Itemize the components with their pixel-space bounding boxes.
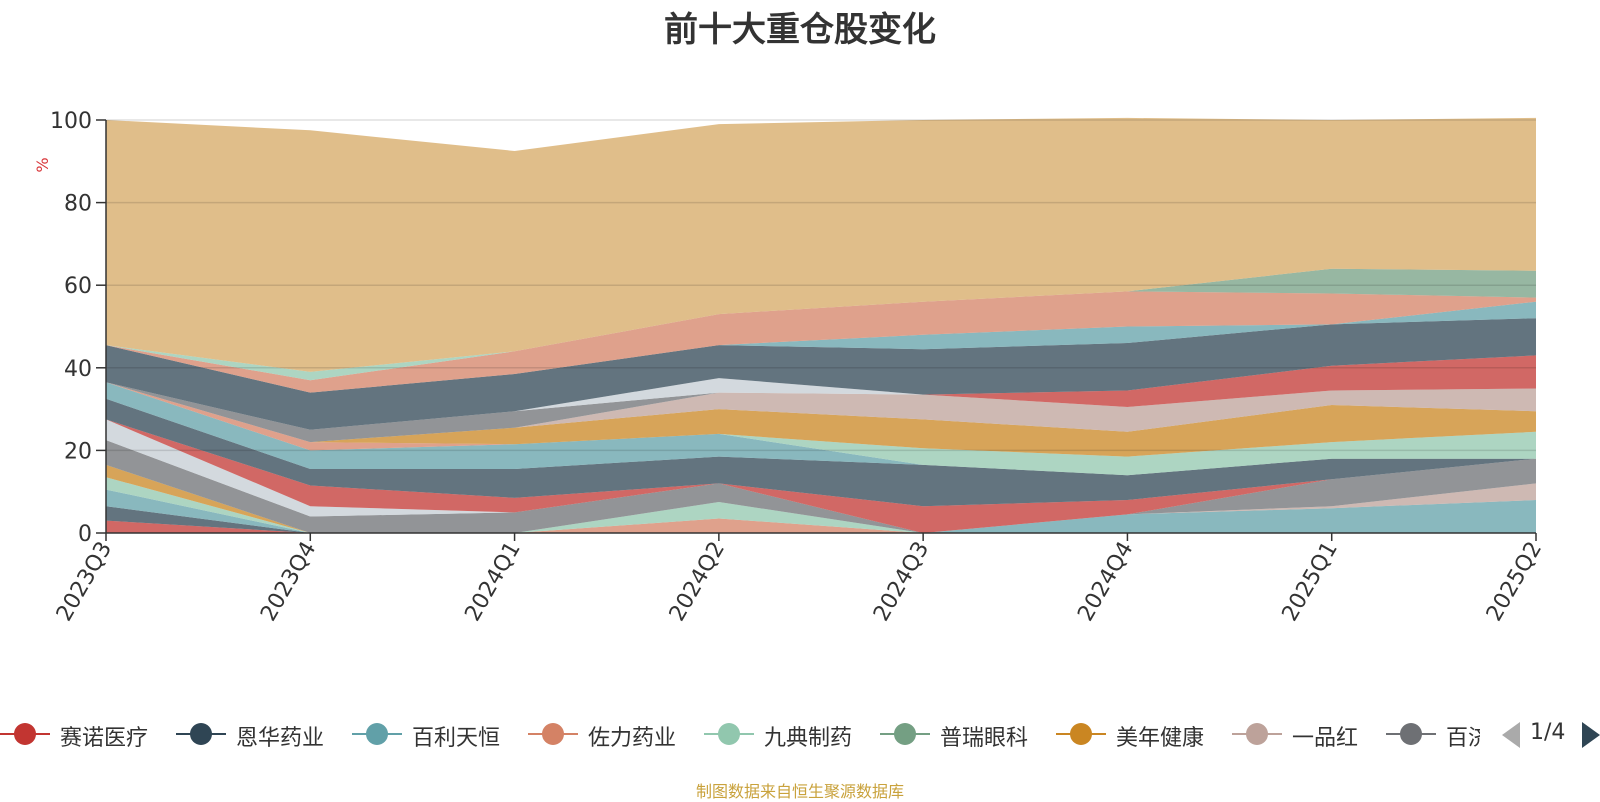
legend-label-3: 佐力药业	[588, 726, 677, 751]
x-tick-label-0: 2023Q3	[52, 538, 117, 626]
legend-label-0: 赛诺医疗	[60, 726, 149, 751]
legend-next-button[interactable]	[1582, 722, 1600, 748]
area-series-16[interactable]	[106, 382, 1536, 457]
legend-label-1: 恩华药业	[236, 726, 325, 751]
area-series-23[interactable]	[106, 291, 1536, 393]
x-tick-label-6: 2025Q1	[1278, 538, 1343, 626]
chart-title: 前十大重仓股变化	[664, 10, 936, 50]
y-tick-label-0: 0	[78, 522, 92, 547]
area-series-19[interactable]	[106, 378, 1536, 430]
area-series-25[interactable]	[106, 268, 1536, 372]
x-tick-label-4: 2024Q3	[869, 538, 934, 626]
legend-label-4: 九典制药	[764, 726, 853, 751]
chart-area: 0 20 40 60 80 100 2023Q3 2023Q4 2024Q1 2024Q2 2024…	[33, 109, 1547, 626]
x-tick-label-3: 2024Q2	[665, 538, 730, 626]
area-series-2[interactable]	[106, 489, 1536, 533]
area-series-0[interactable]	[106, 520, 1536, 533]
area-series-11[interactable]	[106, 419, 1536, 533]
legend-label-5: 普瑞眼科	[940, 726, 1029, 751]
grid-lines	[106, 119, 1536, 452]
legend-marker-4	[718, 723, 740, 745]
legend-marker-8	[1400, 723, 1422, 745]
y-tick-label-40: 40	[64, 357, 92, 382]
area-series-13[interactable]	[106, 382, 1536, 476]
legend-marker-6	[1070, 723, 1092, 745]
y-axis-label: %	[33, 157, 52, 172]
legend-pager: 1/4	[1500, 714, 1600, 754]
legend-marker-2	[366, 723, 388, 745]
area-series-17[interactable]	[106, 382, 1536, 443]
area-series-12[interactable]	[106, 398, 1536, 507]
legend-page-label: 1/4	[1530, 720, 1566, 745]
y-tick-label-100: 100	[50, 109, 92, 134]
area-series-4[interactable]	[106, 477, 1536, 533]
x-tick-label-2: 2024Q1	[460, 538, 525, 626]
x-tick-label-1: 2023Q4	[256, 538, 321, 626]
area-series-24[interactable]	[106, 291, 1536, 381]
legend: 赛诺医疗 恩华药业 百利天恒 佐力药业 九典制药 普瑞眼科 美年健康 一品红 百济神州	[0, 714, 1480, 754]
source-note: 制图数据来自恒生聚源数据库	[695, 782, 904, 801]
x-tick-label-7: 2025Q2	[1482, 538, 1547, 626]
y-tick-label-20: 20	[64, 439, 92, 464]
legend-label-2: 百利天恒	[412, 726, 501, 751]
y-tick-label-60: 60	[64, 274, 92, 299]
x-tick-label-5: 2024Q4	[1073, 538, 1138, 626]
y-tick-label-80: 80	[64, 192, 92, 217]
area-series-26[interactable]	[106, 117, 1536, 372]
legend-prev-button[interactable]	[1502, 722, 1520, 748]
legend-marker-1	[190, 723, 212, 745]
area-series-20[interactable]	[106, 355, 1536, 430]
legend-label-6: 美年健康	[1116, 726, 1205, 751]
legend-label-8: 百济神州	[1446, 726, 1480, 751]
area-series-8[interactable]	[106, 440, 1536, 533]
area-series-18[interactable]	[106, 382, 1536, 443]
legend-marker-0	[14, 723, 36, 745]
legend-label-7: 一品红	[1292, 726, 1359, 751]
legend-marker-7	[1246, 723, 1268, 745]
area-series-21[interactable]	[106, 318, 1536, 430]
legend-marker-5	[894, 723, 916, 745]
area-series[interactable]	[106, 117, 1536, 533]
legend-marker-3	[542, 723, 564, 745]
